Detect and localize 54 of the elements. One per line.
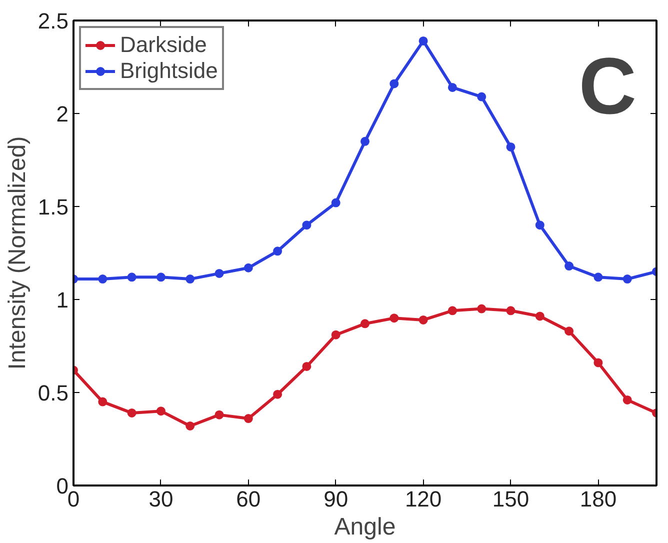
point (390, 314, 399, 323)
point (156, 406, 166, 416)
point (214, 268, 224, 278)
point (594, 272, 603, 282)
point (98, 274, 108, 284)
y-tick-label: 2.5 (38, 8, 69, 34)
x-tick-label: 180 (580, 486, 617, 512)
point (127, 272, 136, 282)
point (214, 410, 224, 420)
point (535, 312, 544, 321)
point (622, 274, 632, 284)
y-axis-title: Intensity (Normalized) (4, 136, 31, 370)
point (390, 79, 399, 88)
point (506, 306, 516, 316)
point (331, 330, 340, 340)
legend-label: Darkside (120, 32, 207, 58)
point (127, 408, 136, 418)
legend-label: Brightside (120, 58, 218, 84)
point (98, 397, 108, 406)
annotation: C (578, 42, 637, 130)
x-tick-label: 30 (148, 486, 174, 512)
point (273, 390, 282, 399)
point (594, 358, 603, 368)
point (244, 414, 253, 424)
point (622, 395, 632, 404)
point (477, 92, 486, 102)
point (360, 136, 370, 146)
point (186, 421, 195, 430)
point (564, 262, 574, 271)
point (186, 274, 195, 284)
y-tick-label: 0.5 (38, 380, 69, 406)
y-tick-label: 2 (56, 102, 69, 126)
point (448, 82, 457, 92)
point (302, 362, 312, 371)
x-tick-label: 60 (236, 486, 261, 512)
point (360, 319, 370, 328)
point (506, 142, 516, 152)
point (564, 326, 574, 336)
point (477, 304, 486, 314)
point (302, 220, 312, 230)
point (535, 220, 544, 230)
point (418, 315, 428, 324)
point (331, 198, 340, 208)
x-tick-label: 120 (404, 486, 442, 512)
point (244, 263, 253, 272)
point (448, 306, 457, 316)
y-tick-label: 1 (56, 288, 69, 312)
x-tick-label: 150 (492, 486, 530, 512)
point (156, 272, 166, 282)
y-tick-label: 1.5 (38, 194, 69, 220)
point (418, 36, 428, 46)
x-tick-label: 90 (324, 486, 348, 512)
x-axis-title: Angle (334, 514, 396, 540)
point (273, 246, 282, 256)
